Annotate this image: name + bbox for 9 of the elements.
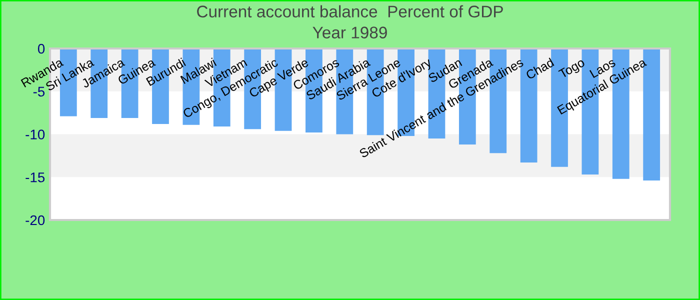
y-tick-label: -10 xyxy=(26,130,45,140)
chart-subtitle: Year 1989 xyxy=(312,26,387,38)
x-tick-label: Chad xyxy=(525,58,554,80)
y-tick-label: 0 xyxy=(38,44,45,54)
x-tick-label: Togo xyxy=(558,58,587,81)
y-tick-label: -20 xyxy=(26,215,45,226)
y-tick-label: -5 xyxy=(33,86,45,97)
chart-title: Current account balance Percent of GDP xyxy=(197,5,503,18)
y-tick-label: -15 xyxy=(26,172,45,182)
